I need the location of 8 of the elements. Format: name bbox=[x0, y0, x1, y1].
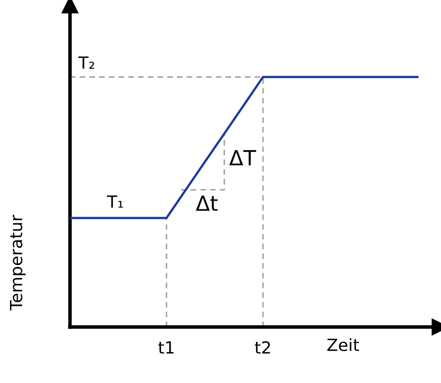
annotation: T₁ bbox=[106, 195, 123, 208]
annotation: ΔT bbox=[229, 150, 256, 166]
ref-line-label: T₂ bbox=[78, 56, 94, 69]
y-axis-title: Temperatur bbox=[10, 214, 26, 310]
annotation: Δt bbox=[196, 196, 218, 211]
x-tick-label: t1 bbox=[158, 341, 174, 354]
x-tick-label: t2 bbox=[254, 341, 270, 354]
x-axis-title: Zeit bbox=[327, 338, 360, 352]
